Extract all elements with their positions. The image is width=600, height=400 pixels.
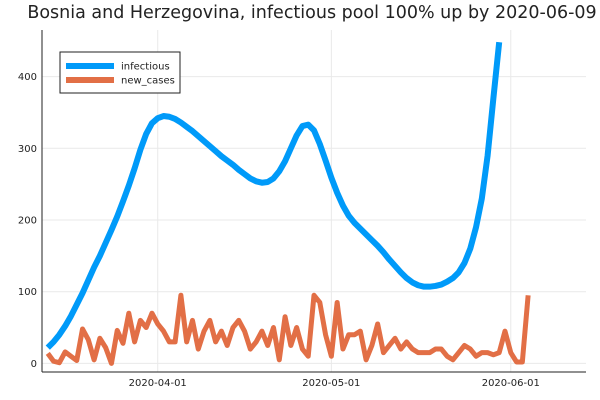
y-tick-label: 400 (18, 72, 37, 83)
legend-label: new_cases (121, 76, 175, 87)
legend-box (59, 51, 181, 94)
legend-label: infectious (121, 62, 170, 73)
x-tick-label: 2020-04-01 (129, 378, 187, 389)
axes-layer (41, 30, 586, 373)
series-layer (45, 41, 531, 366)
series-line-infectious (45, 41, 503, 350)
y-tick-label: 100 (18, 287, 37, 298)
series-line-new-cases (45, 292, 531, 366)
ticks-layer: 0 100 200 300 400 2020-04-01 2020-05-01 2020-06… (18, 72, 540, 389)
y-tick-label: 0 (31, 359, 37, 370)
y-tick-label: 200 (18, 216, 37, 227)
y-tick-label: 300 (18, 144, 37, 155)
x-tick-label: 2020-06-01 (482, 378, 540, 389)
x-tick-label: 2020-05-01 (302, 378, 360, 389)
chart-title: Bosnia and Herzegovina, infectious pool … (27, 3, 596, 23)
legend: infectious new_cases (59, 51, 181, 94)
